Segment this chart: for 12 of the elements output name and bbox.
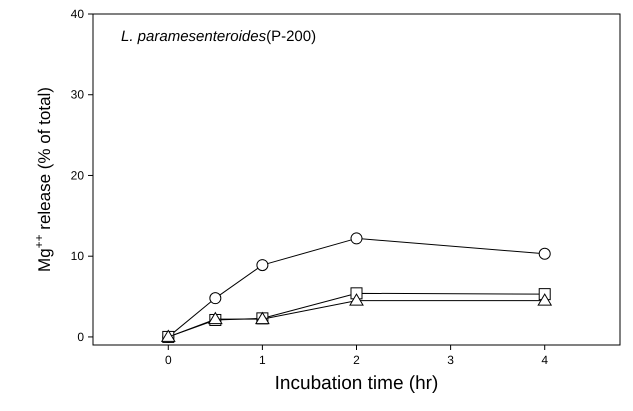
y-tick-label: 40	[70, 7, 84, 21]
annotation: L. paramesenteroides(P-200)	[121, 28, 316, 45]
x-tick-label: 0	[164, 353, 172, 367]
x-tick-label: 4	[541, 353, 548, 367]
x-tick-label: 2	[353, 353, 360, 367]
y-tick-label: 30	[70, 88, 84, 102]
x-tick-label: 1	[259, 353, 266, 367]
x-tick-label: 3	[447, 353, 454, 367]
y-tick-label: 0	[77, 330, 84, 344]
x-axis-title: Incubation time (hr)	[274, 373, 438, 394]
y-tick-label: 10	[70, 249, 84, 264]
y-tick-label: 20	[70, 168, 84, 182]
